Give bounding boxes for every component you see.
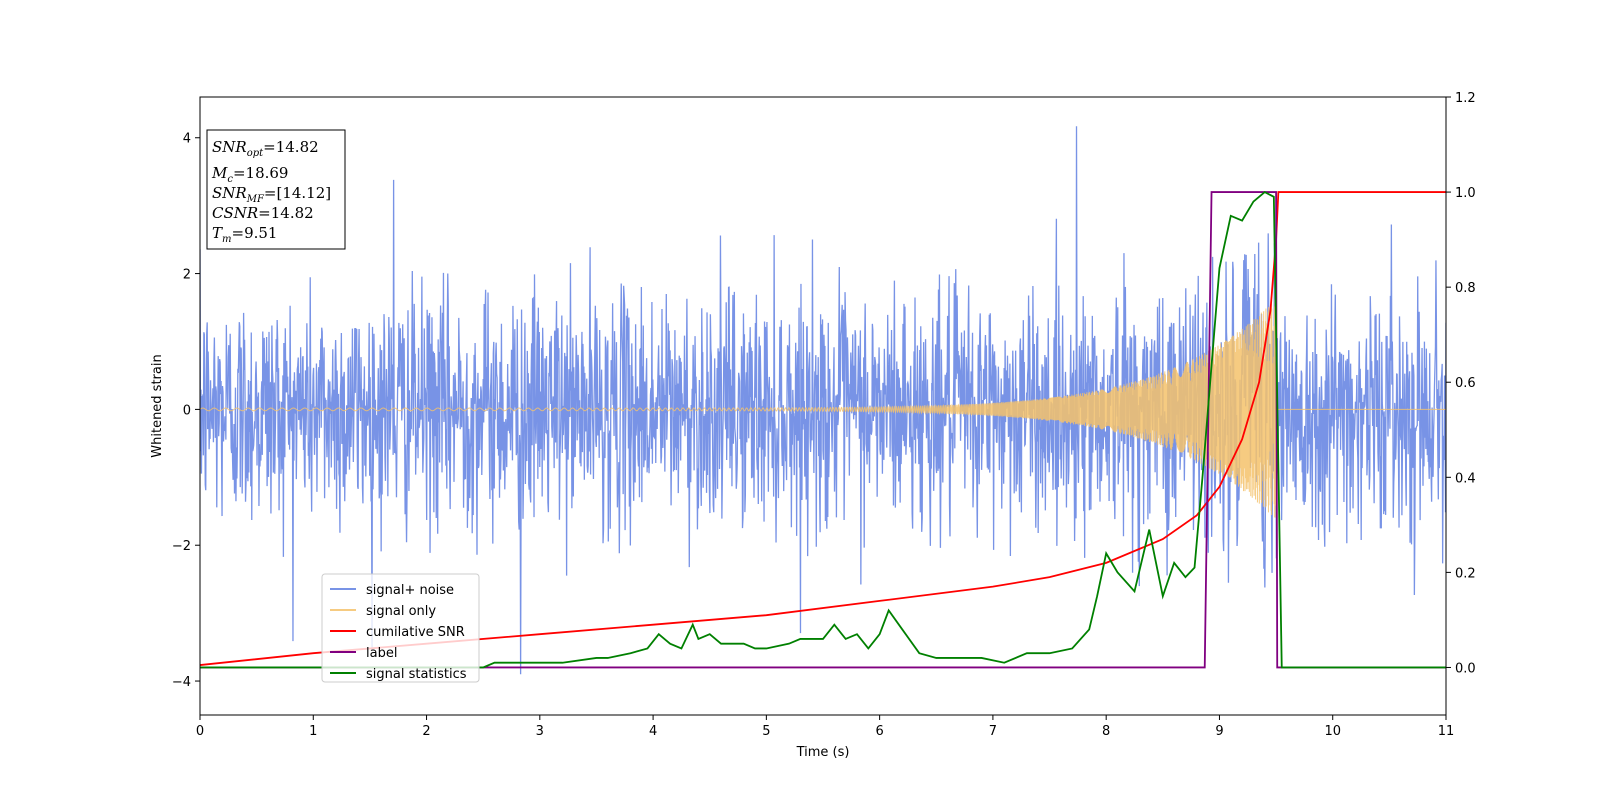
x-axis-label: Time (s) (796, 745, 850, 760)
y2-tick-label: 0.2 (1455, 566, 1476, 581)
y2-tick-label: 0.6 (1455, 376, 1476, 391)
x-tick-label: 3 (536, 724, 544, 739)
annotation-line: SNRMF=[14.12] (212, 184, 331, 205)
y2-tick-label: 1.2 (1455, 91, 1476, 106)
legend-label-signal-only: signal only (366, 604, 436, 619)
series-line-signal-statistics (200, 191, 1446, 669)
x-tick-label: 11 (1438, 724, 1455, 739)
y2-tick-label: 0.4 (1455, 471, 1476, 486)
annotation-line: SNRopt=14.82 (212, 138, 319, 159)
legend-label-signal-noise: signal+ noise (366, 583, 454, 598)
x-tick-label: 9 (1215, 724, 1223, 739)
series-line-signal-noise (200, 126, 1446, 675)
legend-label-signal-statistics: signal statistics (366, 667, 467, 682)
y-axis-label: Whitened strain (150, 354, 165, 457)
y-tick-label: −2 (172, 539, 191, 554)
legend-label-cumilative-snr: cumilative SNR (366, 625, 465, 640)
x-tick-label: 2 (422, 724, 430, 739)
series-line-signal-only (200, 299, 1446, 518)
series-layer (200, 126, 1446, 675)
legend-label-label: label (366, 646, 397, 661)
x-tick-label: 1 (309, 724, 317, 739)
axes-layer: 0 1 2 3 4 5 6 7 8 9 10 11 −4 −2 0 2 4 0.0 0.2 0.4 0.6 0.8 1.0 1… (172, 91, 1476, 739)
x-tick-label: 10 (1324, 724, 1341, 739)
x-tick-label: 0 (196, 724, 204, 739)
y2-tick-label: 0.8 (1455, 281, 1476, 296)
y2-tick-label: 1.0 (1455, 186, 1476, 201)
annotation-line: CSNR=14.82 (212, 204, 314, 222)
y-tick-label: 4 (183, 132, 191, 147)
annotation-line: Mc=18.69 (211, 164, 288, 185)
annotation-line: Tm=9.51 (212, 224, 277, 245)
x-tick-label: 5 (762, 724, 770, 739)
series-line-cumilative-snr (200, 191, 1446, 666)
y-tick-label: 0 (183, 403, 191, 418)
legend-frame (321, 573, 480, 683)
legend: signal+ noise signal only cumilative SNR la… (321, 573, 480, 683)
x-tick-label: 4 (649, 724, 657, 739)
annotation-frame (206, 129, 346, 250)
x-tick-label: 8 (1102, 724, 1110, 739)
x-tick-label: 6 (875, 724, 883, 739)
y-tick-label: 2 (183, 268, 191, 283)
plot-frame (199, 96, 1447, 716)
x-tick-label: 7 (989, 724, 997, 739)
metrics-annotation: SNRopt=14.82 Mc=18.69SNRMF=[14.12]CSNR=14… (206, 129, 346, 250)
y-tick-label: −4 (172, 675, 191, 690)
y2-tick-label: 0.0 (1455, 661, 1476, 676)
